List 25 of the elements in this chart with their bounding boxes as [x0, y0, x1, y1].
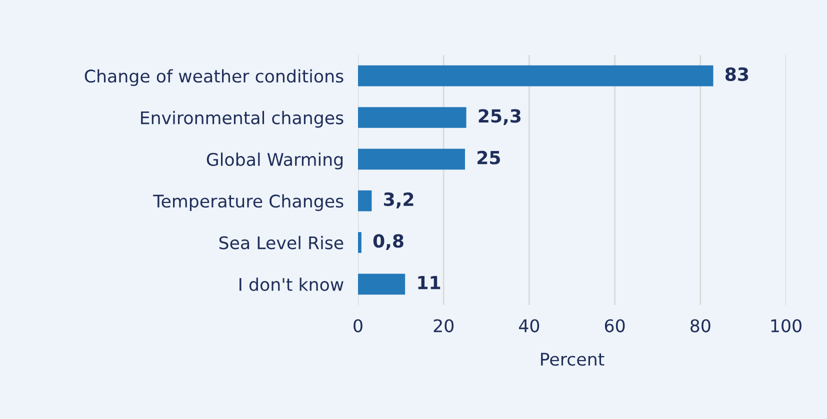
x-tick-label: 100 [771, 319, 802, 332]
x-tick-label: 80 [690, 319, 710, 332]
x-tick-label: 40 [519, 319, 540, 332]
bar [358, 274, 406, 295]
x-tick-label: 20 [434, 319, 454, 332]
bar [358, 65, 714, 86]
data-label: 3,2 [384, 192, 414, 208]
bar [358, 148, 465, 170]
y-tick-label: Sea Level Rise [219, 236, 344, 250]
y-tick-label: I don't know [240, 278, 344, 292]
bar [358, 232, 362, 253]
data-label: 83 [725, 67, 748, 82]
x-axis-title: Percent [541, 352, 604, 366]
data-label: 11 [418, 276, 440, 290]
x-tick-label: 60 [604, 319, 625, 332]
bar [358, 107, 466, 128]
y-tick-label: Temperature Changes [153, 194, 344, 212]
x-tick-label: 0 [354, 319, 362, 332]
data-label: 25 [478, 150, 500, 164]
y-tick-label: Environmental changes [141, 110, 344, 128]
data-label: 0,8 [373, 234, 404, 250]
bar [358, 190, 372, 212]
data-label: 25,3 [478, 109, 521, 126]
y-tick-label: Change of weather conditions [84, 69, 344, 86]
y-tick-label: Global Warming [206, 152, 343, 170]
